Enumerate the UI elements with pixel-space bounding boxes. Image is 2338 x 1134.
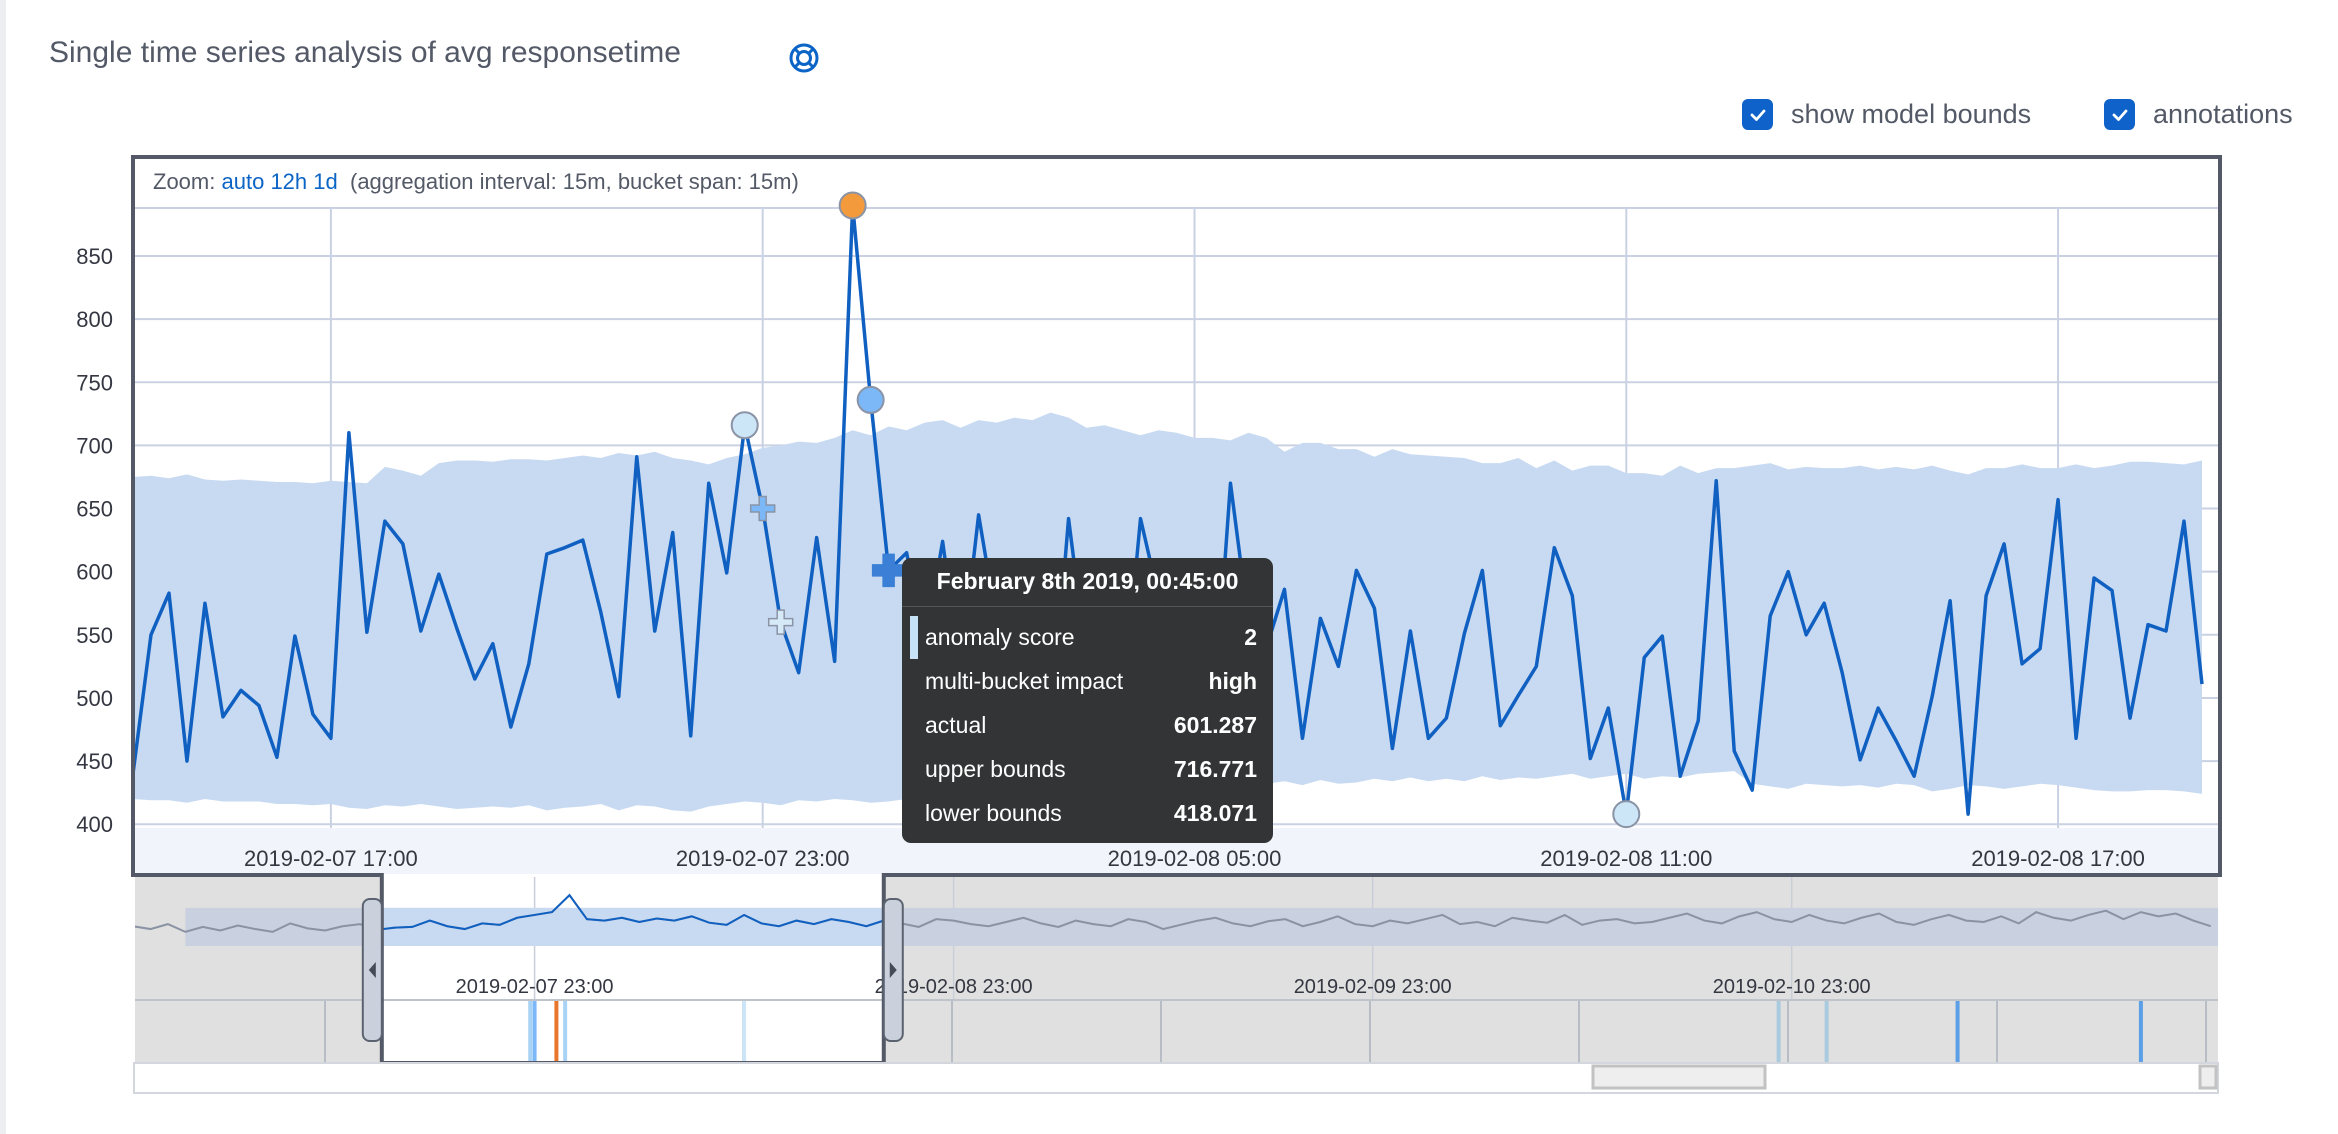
tooltip-label: upper bounds [925, 756, 1066, 782]
anomaly-marker[interactable] [838, 191, 867, 220]
anomaly-marker[interactable] [1612, 800, 1641, 829]
y-tick-label: 850 [76, 244, 113, 269]
context-x-tick-label: 2019-02-09 23:00 [1294, 976, 1452, 998]
anomaly-score-color-bar [910, 616, 918, 659]
tooltip-title: February 8th 2019, 00:45:00 [902, 558, 1273, 607]
tooltip-row: upper bounds 716.771 [925, 756, 1257, 783]
anomaly-marker[interactable] [730, 411, 759, 440]
checkbox-checked-icon[interactable] [1742, 99, 1773, 130]
x-tick-label: 2019-02-08 17:00 [1971, 846, 2145, 871]
y-tick-label: 700 [76, 433, 113, 458]
tooltip-value: 2 [1244, 624, 1257, 650]
checkbox-checked-icon[interactable] [2104, 99, 2135, 130]
y-tick-label: 500 [76, 686, 113, 711]
scrollbar-end-button[interactable] [2198, 1064, 2218, 1090]
swimlane-anomaly-marker[interactable] [1955, 1001, 1960, 1062]
zoom-auto-link[interactable]: auto [221, 169, 265, 194]
y-tick-label: 600 [76, 560, 113, 585]
tooltip-row: multi-bucket impact high [925, 668, 1257, 695]
tooltip-value: 418.071 [1173, 800, 1257, 826]
y-tick-label: 800 [76, 307, 113, 332]
show-model-bounds-checkbox[interactable]: show model bounds [1742, 99, 2031, 130]
chevron-left-icon [368, 962, 376, 978]
context-x-tick-label: 2019-02-07 23:00 [456, 976, 614, 998]
annotations-checkbox[interactable]: annotations [2104, 99, 2293, 130]
swimlane-anomaly-marker[interactable] [742, 1001, 747, 1062]
tooltip-label: anomaly score [925, 624, 1075, 650]
chart-tooltip: February 8th 2019, 00:45:00 anomaly scor… [902, 558, 1273, 843]
tooltip-label: multi-bucket impact [925, 668, 1124, 694]
swimlane-anomaly-marker[interactable] [1776, 1001, 1781, 1062]
tooltip-value: 716.771 [1173, 756, 1257, 782]
page-title: Single time series analysis of avg respo… [49, 36, 681, 69]
tooltip-row: anomaly score 2 [925, 624, 1257, 651]
y-tick-label: 400 [76, 812, 113, 837]
multi-bucket-marker[interactable] [871, 553, 906, 588]
scrollbar-thumb[interactable] [1591, 1064, 1767, 1090]
context-selected-line [381, 893, 884, 931]
y-tick-label: 750 [76, 370, 113, 395]
swimlane-anomaly-marker[interactable] [2138, 1001, 2143, 1062]
multi-bucket-marker[interactable] [767, 609, 794, 635]
swimlane-anomaly-marker[interactable] [563, 1001, 568, 1062]
y-tick-label: 550 [76, 623, 113, 648]
aggregation-info: (aggregation interval: 15m, bucket span:… [350, 169, 799, 194]
anomaly-marker[interactable] [856, 385, 885, 414]
show-model-bounds-label: show model bounds [1791, 99, 2032, 129]
tooltip-label: lower bounds [925, 800, 1062, 826]
context-x-tick-label: 2019-02-08 23:00 [875, 976, 1033, 998]
zoom-label: Zoom: [153, 169, 216, 194]
zoom-12h-link[interactable]: 12h [270, 169, 308, 194]
scrollbar-track[interactable] [133, 1062, 2219, 1094]
context-selection-area[interactable] [381, 877, 884, 1062]
tooltip-label: actual [925, 712, 987, 738]
life-ring-icon[interactable] [788, 42, 820, 74]
swimlane-anomaly-marker[interactable] [1824, 1001, 1829, 1062]
zoom-1d-link[interactable]: 1d [313, 169, 338, 194]
x-tick-label: 2019-02-08 11:00 [1540, 846, 1712, 871]
annotations-label: annotations [2153, 99, 2293, 129]
zoom-bar: Zoom: auto 12h 1d (aggregation interval:… [153, 169, 799, 195]
swimlane-anomaly-marker[interactable] [532, 1001, 537, 1062]
x-tick-label: 2019-02-07 23:00 [676, 846, 850, 871]
page-left-border [0, 0, 6, 1134]
context-x-tick-label: 2019-02-10 23:00 [1713, 976, 1871, 998]
swimlane-anomaly-marker[interactable] [528, 1001, 533, 1062]
tooltip-value: high [1208, 668, 1257, 694]
y-tick-label: 650 [76, 497, 113, 522]
tooltip-value: 601.287 [1173, 712, 1257, 738]
x-tick-label: 2019-02-08 05:00 [1108, 846, 1282, 871]
y-tick-label: 450 [76, 749, 113, 774]
context-selected-bounds-area [381, 907, 884, 946]
tooltip-row: actual 601.287 [925, 712, 1257, 739]
chevron-right-icon [889, 962, 897, 978]
x-tick-label: 2019-02-07 17:00 [244, 846, 418, 871]
swimlane-anomaly-marker[interactable] [554, 1001, 559, 1062]
multi-bucket-marker[interactable] [749, 495, 776, 522]
tooltip-row: lower bounds 418.071 [925, 800, 1257, 827]
